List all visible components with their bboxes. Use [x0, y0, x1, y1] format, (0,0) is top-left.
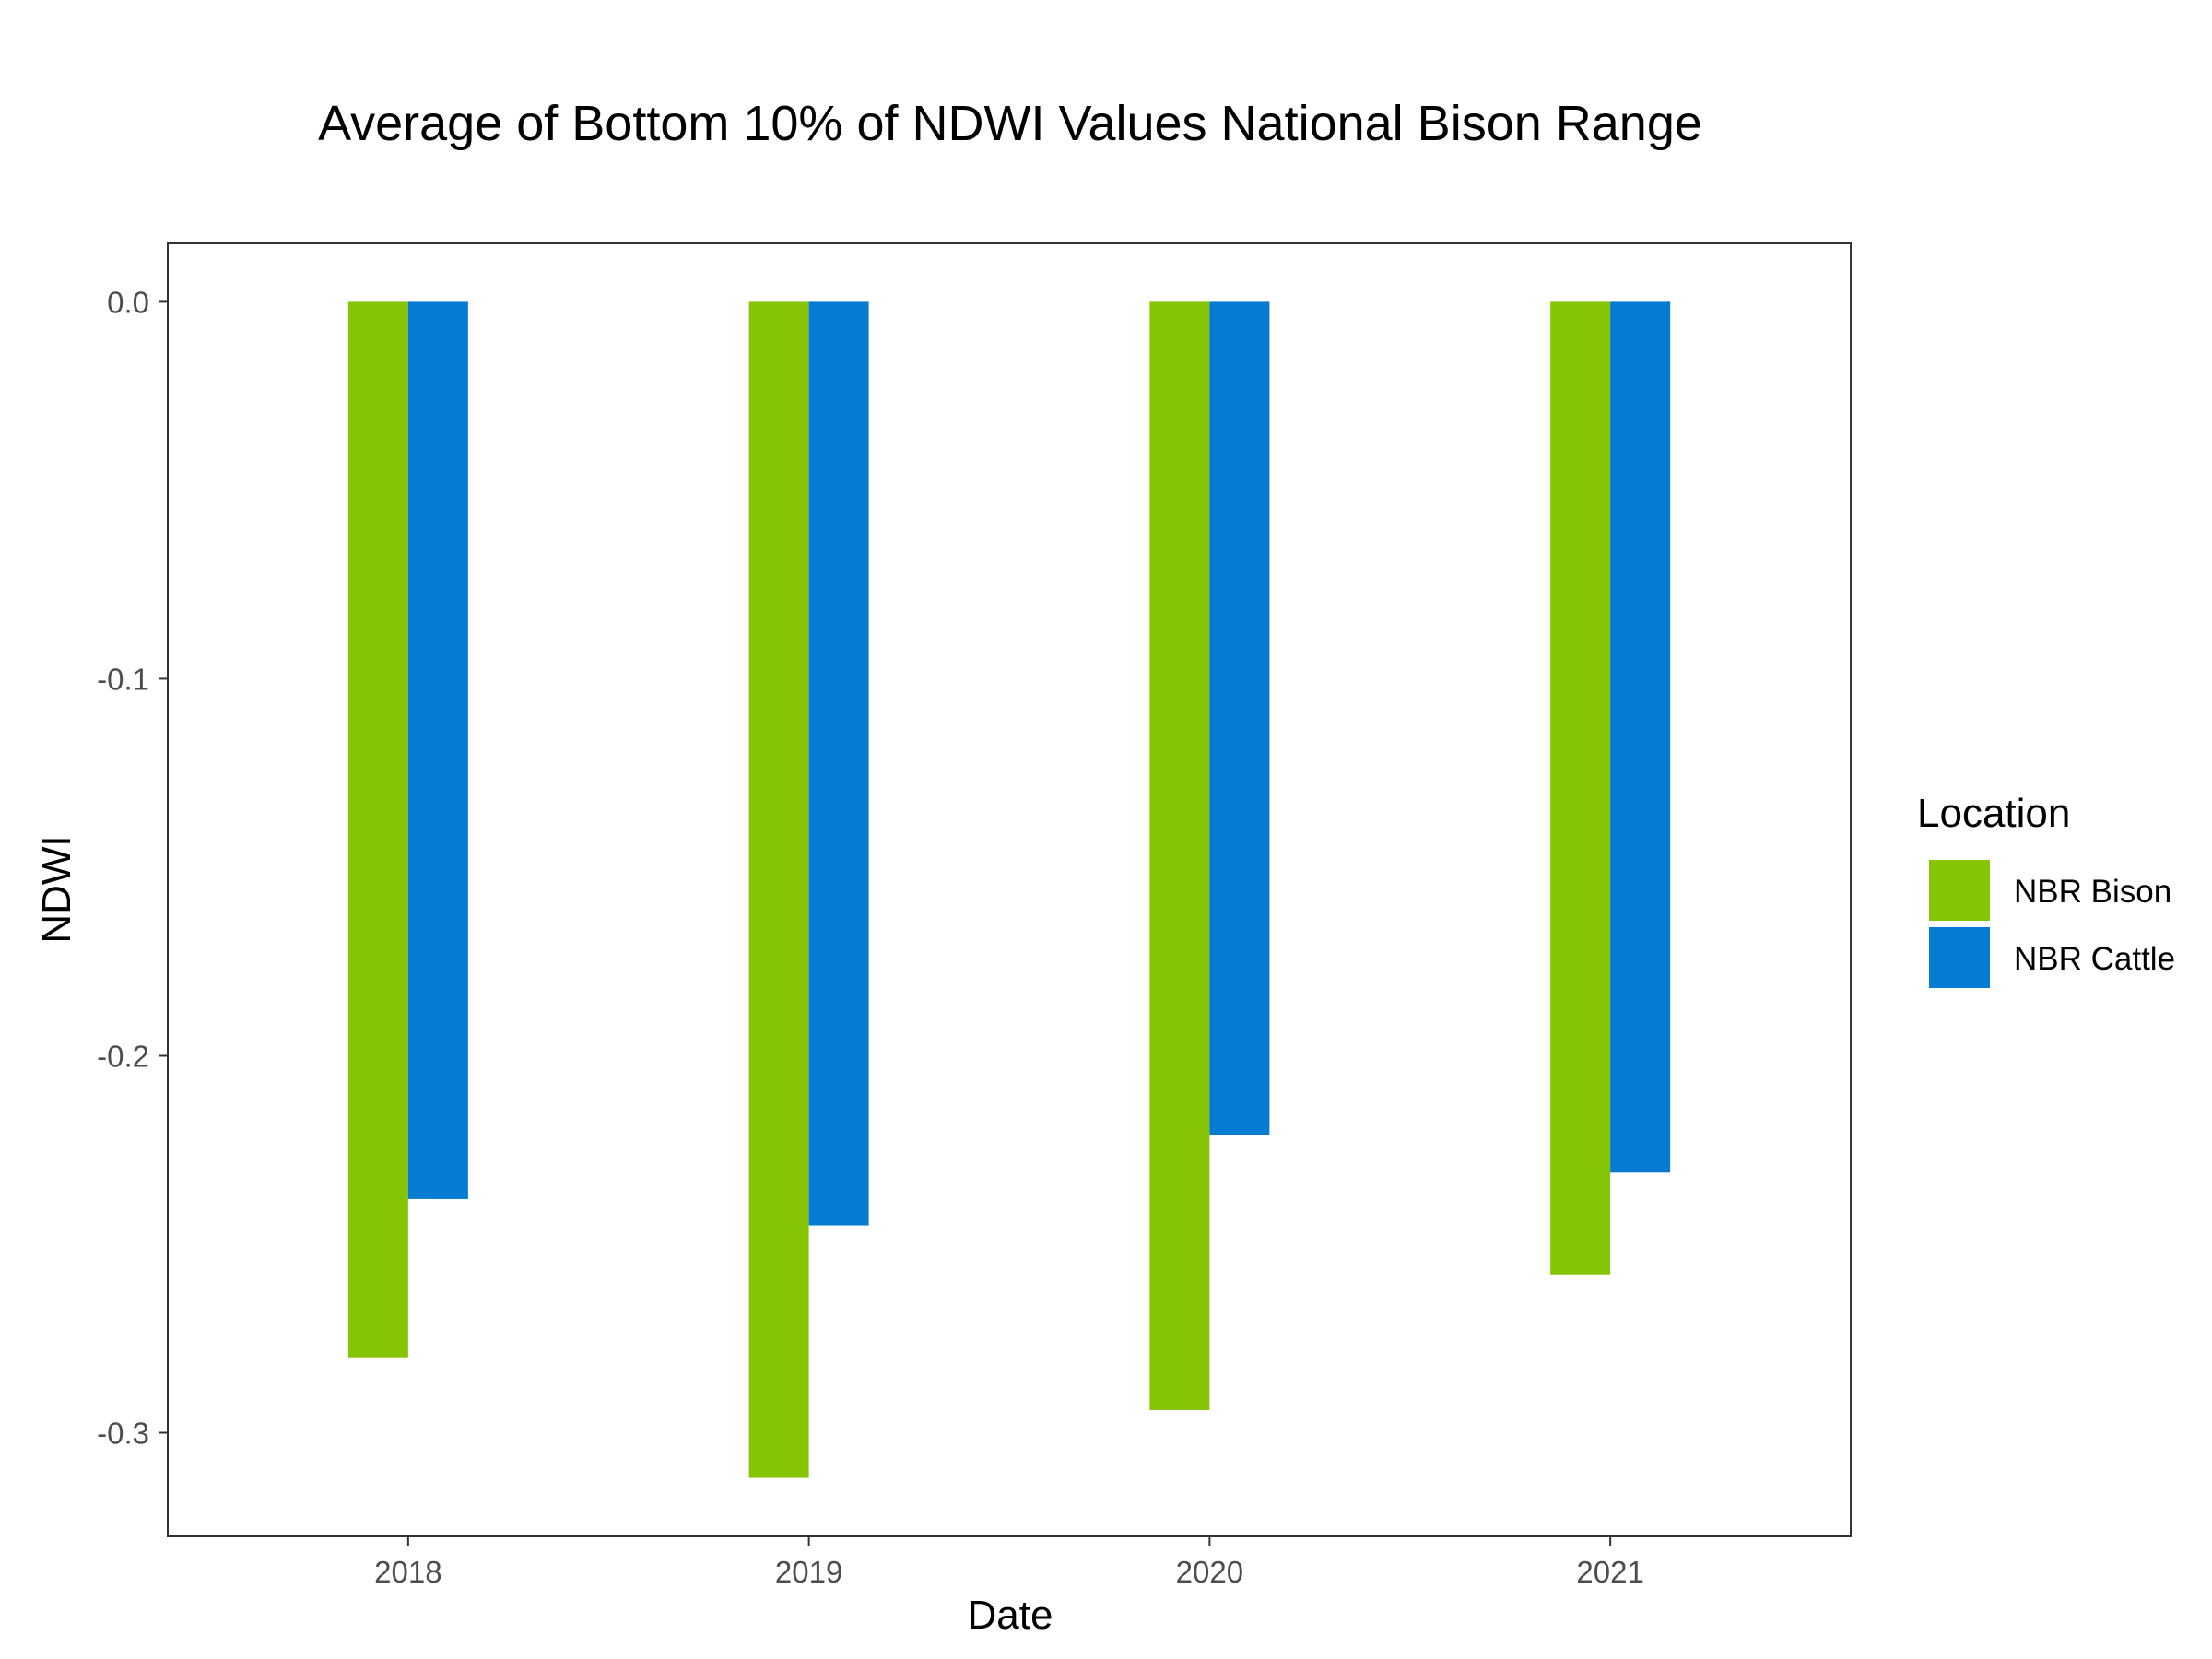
bars-layer	[347, 301, 1671, 1478]
y-tick-label: -0.3	[97, 1417, 149, 1451]
bar-nbr-cattle-2019	[808, 301, 869, 1226]
x-tick-label: 2019	[775, 1555, 842, 1589]
y-axis-title: NDWI	[34, 835, 79, 943]
bar-nbr-bison-2019	[748, 301, 809, 1478]
chart-title: Average of Bottom 10% of NDWI Values Nat…	[318, 96, 1702, 151]
legend: Location NBR Bison NBR Cattle	[1917, 791, 2175, 988]
y-axis: 0.0 -0.1 -0.2 -0.3	[97, 285, 168, 1451]
bar-nbr-bison-2020	[1149, 301, 1210, 1410]
x-axis: 2018 2019 2020 2021	[374, 1536, 1644, 1589]
x-tick-label: 2021	[1576, 1555, 1643, 1589]
y-tick-label: -0.2	[97, 1039, 149, 1073]
legend-swatch-nbr-bison	[1929, 860, 1990, 921]
y-tick-label: 0.0	[107, 285, 149, 319]
bar-nbr-bison-2018	[347, 301, 408, 1358]
x-tick-label: 2020	[1176, 1555, 1243, 1589]
y-tick-label: -0.1	[97, 662, 149, 696]
x-axis-title: Date	[968, 1593, 1053, 1638]
x-tick-label: 2018	[374, 1555, 441, 1589]
bar-nbr-cattle-2021	[1610, 301, 1671, 1173]
legend-swatch-nbr-cattle	[1929, 927, 1990, 988]
bar-nbr-cattle-2018	[407, 301, 468, 1199]
legend-title: Location	[1917, 791, 2070, 836]
bar-nbr-bison-2021	[1550, 301, 1611, 1275]
legend-label-nbr-cattle: NBR Cattle	[2014, 941, 2175, 977]
legend-label-nbr-bison: NBR Bison	[2014, 874, 2171, 910]
bar-nbr-cattle-2020	[1209, 301, 1270, 1135]
